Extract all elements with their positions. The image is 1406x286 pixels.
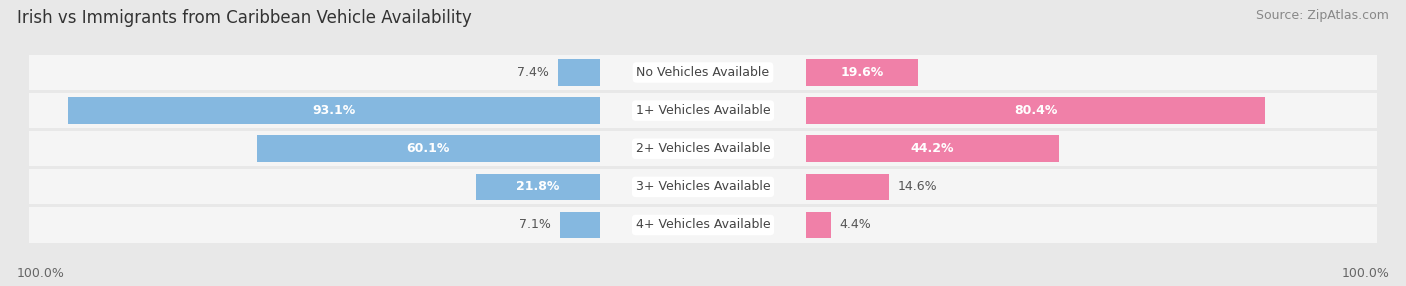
- Text: 14.6%: 14.6%: [898, 180, 938, 193]
- Text: 100.0%: 100.0%: [17, 267, 65, 280]
- Text: 100.0%: 100.0%: [1341, 267, 1389, 280]
- Bar: [558, 59, 600, 86]
- Text: 21.8%: 21.8%: [516, 180, 560, 193]
- Text: 7.4%: 7.4%: [517, 66, 550, 79]
- Text: 1+ Vehicles Available: 1+ Vehicles Available: [636, 104, 770, 117]
- Text: No Vehicles Available: No Vehicles Available: [637, 66, 769, 79]
- Bar: [28, 207, 1378, 243]
- Bar: [28, 55, 1378, 90]
- Bar: [28, 93, 1378, 128]
- Bar: [806, 135, 1059, 162]
- Text: Irish vs Immigrants from Caribbean Vehicle Availability: Irish vs Immigrants from Caribbean Vehic…: [17, 9, 471, 27]
- Text: 93.1%: 93.1%: [312, 104, 356, 117]
- Text: Source: ZipAtlas.com: Source: ZipAtlas.com: [1256, 9, 1389, 21]
- Text: 44.2%: 44.2%: [911, 142, 953, 155]
- Text: 3+ Vehicles Available: 3+ Vehicles Available: [636, 180, 770, 193]
- Bar: [28, 131, 1378, 166]
- Bar: [475, 174, 600, 200]
- Bar: [28, 169, 1378, 204]
- Text: 2+ Vehicles Available: 2+ Vehicles Available: [636, 142, 770, 155]
- Bar: [806, 59, 918, 86]
- Bar: [806, 212, 831, 238]
- Bar: [257, 135, 600, 162]
- Text: 60.1%: 60.1%: [406, 142, 450, 155]
- Bar: [560, 212, 600, 238]
- Text: 80.4%: 80.4%: [1014, 104, 1057, 117]
- Bar: [806, 174, 890, 200]
- Text: 4+ Vehicles Available: 4+ Vehicles Available: [636, 219, 770, 231]
- Text: 7.1%: 7.1%: [519, 219, 551, 231]
- Text: 19.6%: 19.6%: [841, 66, 883, 79]
- Text: 4.4%: 4.4%: [839, 219, 872, 231]
- Bar: [806, 97, 1265, 124]
- Bar: [67, 97, 600, 124]
